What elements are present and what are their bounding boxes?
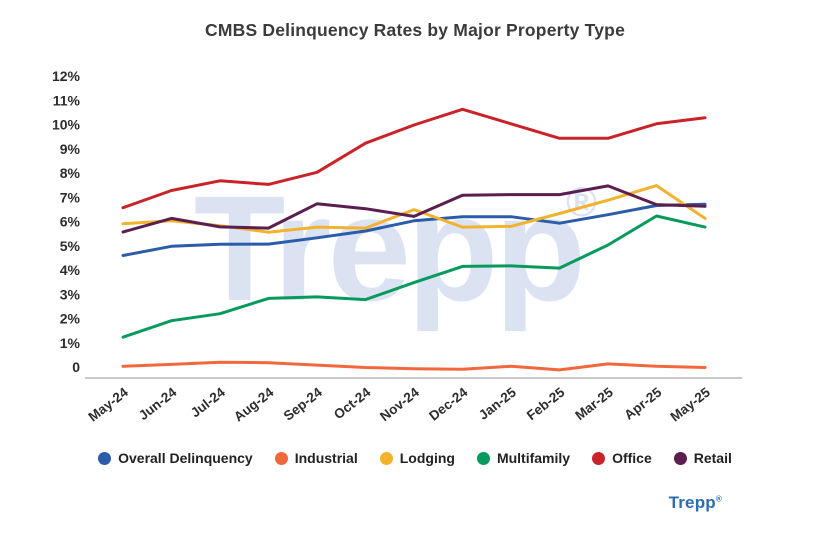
legend-dot-icon — [673, 451, 687, 465]
legend-item-multifamily: Multifamily — [476, 450, 571, 466]
y-axis-tick-label: 10% — [52, 117, 81, 133]
legend-dot-icon — [274, 451, 288, 465]
legend-label: Overall Delinquency — [118, 450, 253, 466]
series-line-overall-delinquency — [121, 202, 707, 257]
x-axis-tick-label: Jul-24 — [188, 384, 228, 420]
x-axis-tick-label: Apr-25 — [621, 384, 664, 422]
legend-label: Multifamily — [496, 450, 571, 466]
legend-item-office: Office — [592, 450, 652, 466]
legend-label: Office — [612, 450, 652, 466]
x-axis-tick-label: Jun-24 — [136, 384, 180, 423]
chart-legend: Overall Delinquency Industrial Lodging Mult… — [0, 450, 830, 466]
legend-dot-icon — [592, 451, 606, 465]
legend-label: Industrial — [294, 450, 358, 466]
series-line-multifamily — [121, 214, 707, 339]
legend-item-retail: Retail — [673, 450, 732, 466]
y-axis-tick-label: 6% — [60, 214, 81, 230]
x-axis-tick-label: May-24 — [86, 384, 132, 424]
registered-mark-icon: ® — [715, 494, 722, 504]
series-line-industrial — [121, 360, 707, 372]
x-axis-tick-label: Oct-24 — [331, 384, 374, 422]
y-axis-tick-label: 0 — [72, 359, 80, 375]
x-axis-tick-label: May-25 — [668, 384, 714, 424]
y-axis-tick-label: 5% — [60, 238, 81, 254]
chart-title: CMBS Delinquency Rates by Major Property… — [204, 20, 626, 40]
x-axis-tick-label: Mar-25 — [572, 384, 616, 423]
legend-item-industrial: Industrial — [274, 450, 358, 466]
legend-item-overall-delinquency: Overall Delinquency — [98, 450, 253, 466]
x-axis-tick-label: Sep-24 — [281, 384, 326, 423]
x-axis-tick-label: Feb-25 — [524, 384, 568, 423]
series-line-retail — [121, 184, 707, 234]
legend-label: Retail — [693, 450, 732, 466]
legend-dot-icon — [476, 451, 490, 465]
x-axis-tick-label: Jan-25 — [476, 384, 519, 422]
legend-label: Lodging — [399, 450, 455, 466]
y-axis-tick-label: 4% — [60, 262, 81, 278]
legend-item-lodging: Lodging — [379, 450, 455, 466]
y-axis-tick-label: 3% — [60, 286, 81, 302]
y-axis-tick-label: 11% — [53, 92, 81, 108]
y-axis-tick-label: 1% — [60, 335, 81, 351]
y-axis-tick-label: 9% — [60, 141, 81, 157]
trepp-watermark: Trepp — [194, 164, 582, 332]
legend-dot-icon — [98, 451, 112, 465]
legend-dot-icon — [379, 451, 393, 465]
x-axis-tick-label: Nov-24 — [377, 384, 422, 424]
x-axis-tick-label: Aug-24 — [231, 384, 277, 424]
y-axis-tick-label: 2% — [60, 311, 81, 327]
y-axis-tick-label: 8% — [60, 165, 81, 181]
series-line-office — [121, 107, 707, 210]
trepp-logo: Trepp® — [669, 493, 722, 513]
x-axis-tick-label: Dec-24 — [426, 384, 471, 423]
delinquency-line-chart: Trepp®12%11%10%9%8%7%6%5%4%3%2%1%0May-24… — [52, 68, 742, 425]
trepp-logo-text: Trepp — [668, 493, 716, 512]
y-axis-tick-label: 7% — [60, 189, 81, 205]
y-axis-tick-label: 12% — [52, 68, 81, 84]
